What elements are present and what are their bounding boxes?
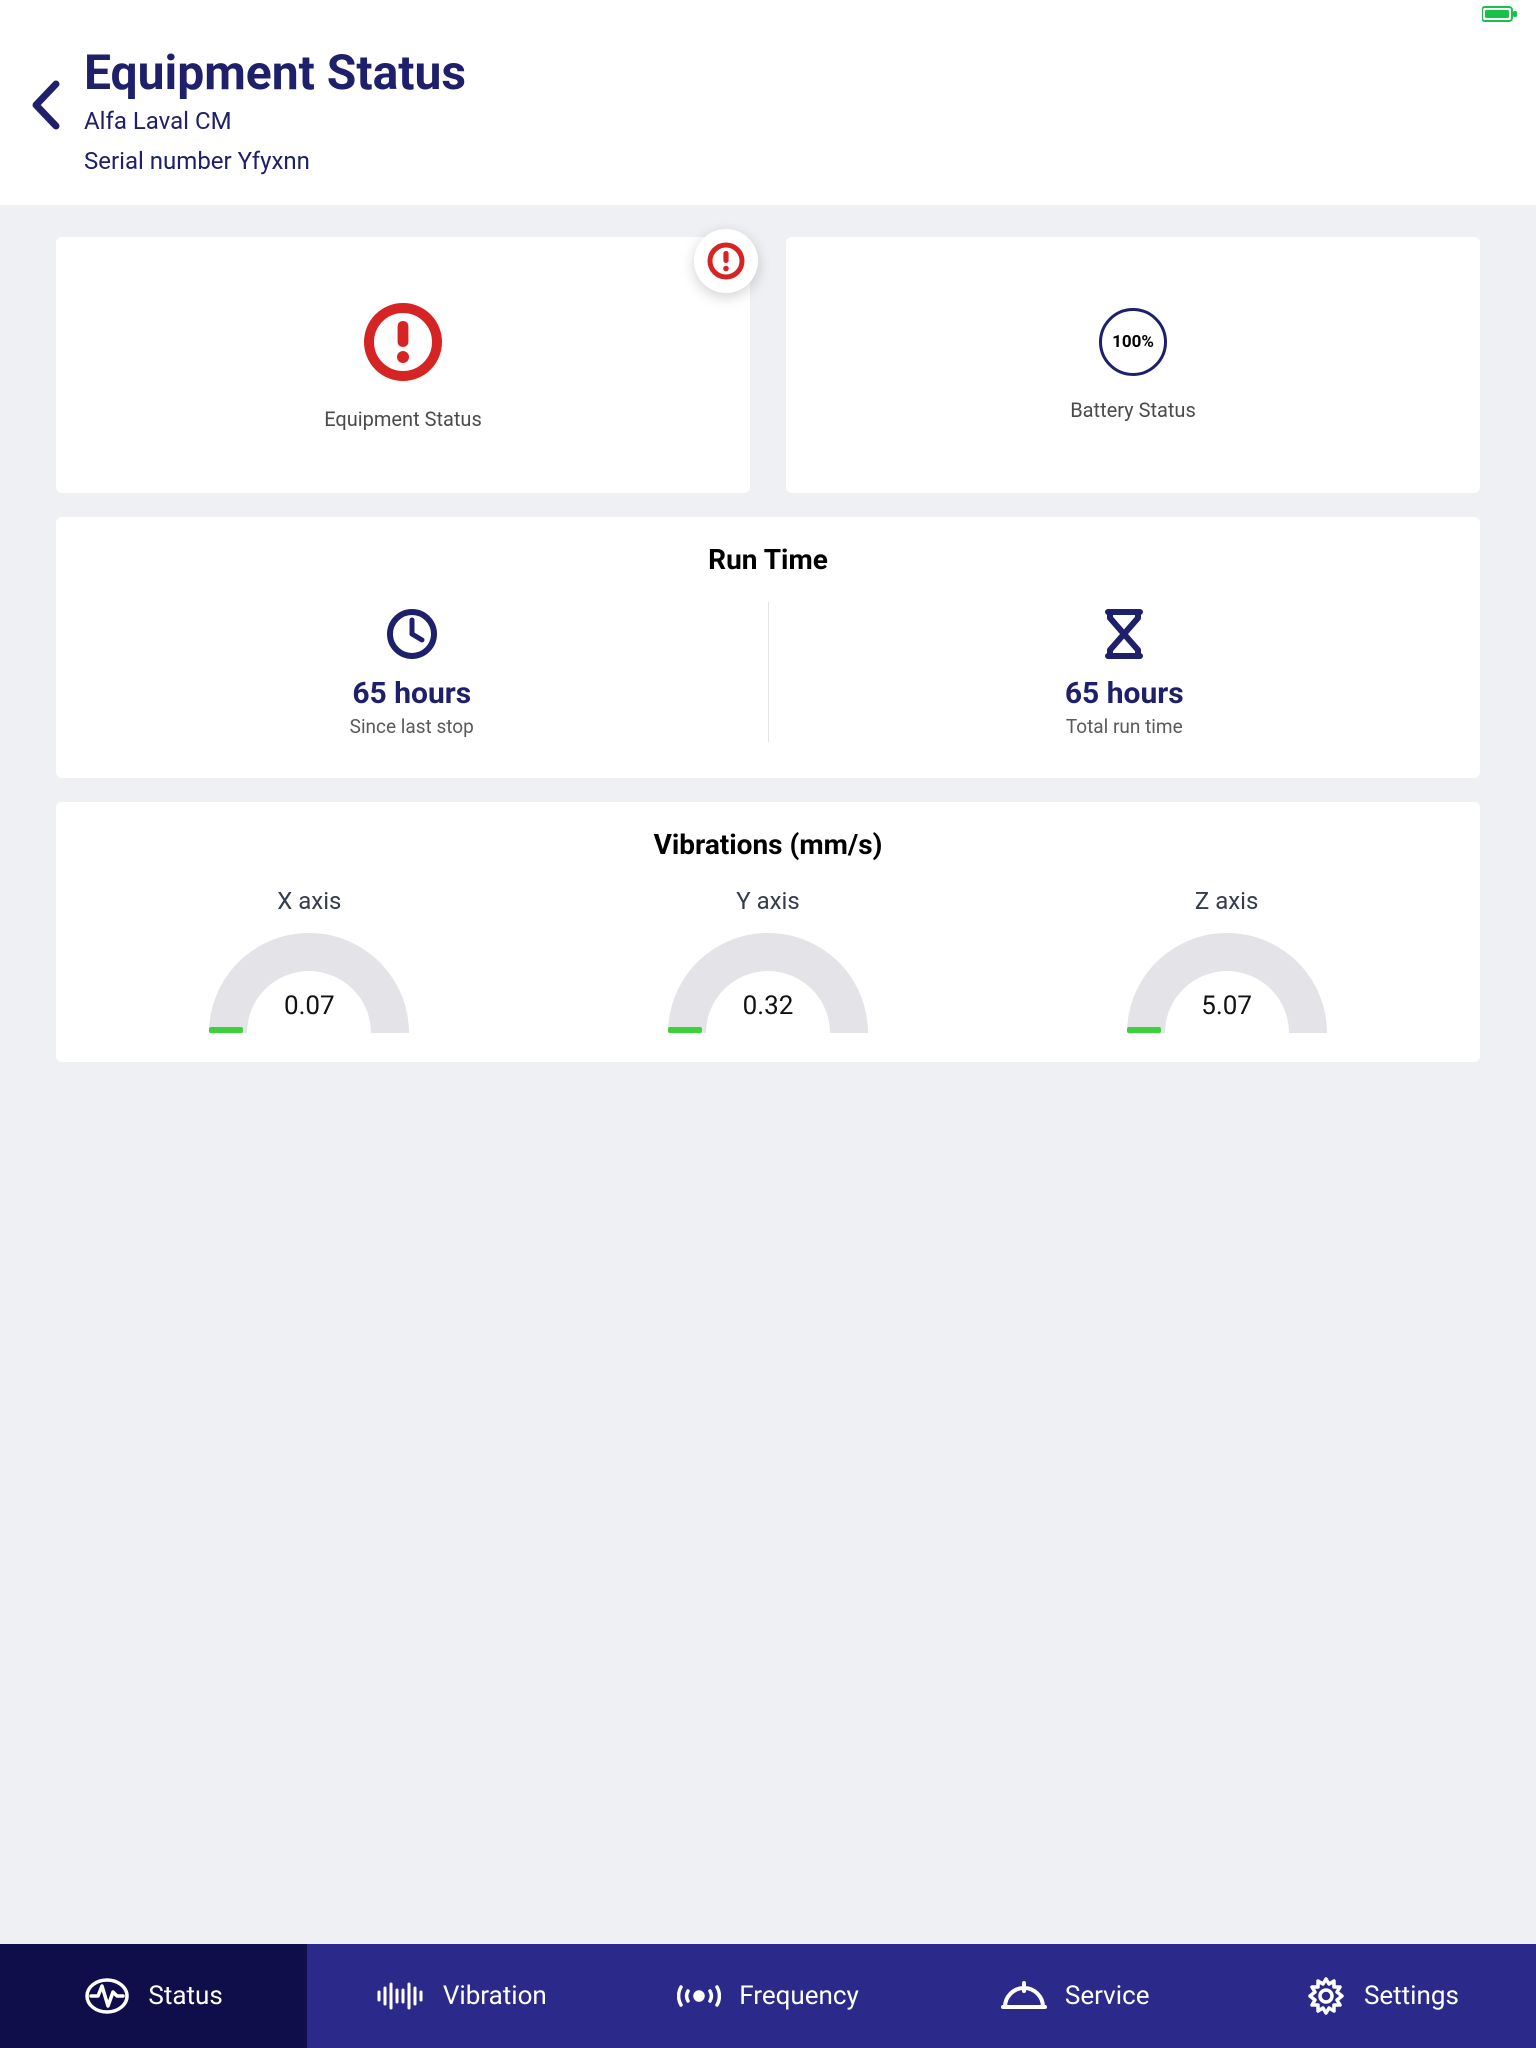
nav-status-label: Status — [148, 1981, 222, 2011]
header-titles: Equipment Status Alfa Laval CM Serial nu… — [84, 48, 466, 177]
battery-status-card[interactable]: 100% Battery Status — [786, 237, 1480, 493]
bottom-nav: Status Vibration — [0, 1944, 1536, 2048]
service-icon — [1001, 1979, 1047, 2013]
alert-icon — [360, 299, 446, 385]
content-area: Equipment Status 100% Battery Status Run… — [0, 205, 1536, 1944]
battery-ring-icon: 100% — [1099, 308, 1167, 376]
nav-settings-label: Settings — [1364, 1981, 1459, 2011]
vibration-z: Z axis 5.07 — [1127, 887, 1327, 1033]
runtime-since-stop: 65 hours Since last stop — [56, 606, 768, 738]
nav-settings[interactable]: Settings — [1229, 1944, 1536, 2048]
nav-vibration-label: Vibration — [443, 1981, 547, 2011]
battery-status-label: Battery Status — [1070, 398, 1196, 422]
battery-icon — [1482, 6, 1518, 26]
since-stop-value: 65 hours — [352, 676, 471, 711]
system-status-bar — [0, 0, 1536, 26]
y-axis-value: 0.32 — [668, 991, 868, 1021]
total-runtime-value: 65 hours — [1065, 676, 1184, 711]
z-axis-label: Z axis — [1195, 887, 1259, 915]
page-title: Equipment Status — [84, 48, 466, 98]
nav-frequency-label: Frequency — [739, 1981, 859, 2011]
alert-icon — [706, 241, 746, 281]
vibration-icon — [375, 1982, 425, 2010]
vibration-y: Y axis 0.32 — [668, 887, 868, 1033]
since-stop-label: Since last stop — [350, 715, 474, 738]
nav-service-label: Service — [1065, 1981, 1150, 2011]
x-axis-value: 0.07 — [209, 991, 409, 1021]
vibration-x: X axis 0.07 — [209, 887, 409, 1033]
page-header: Equipment Status Alfa Laval CM Serial nu… — [0, 26, 1536, 205]
runtime-title: Run Time — [56, 543, 1480, 576]
vibrations-card: Vibrations (mm/s) X axis 0.07 Y axis 0.3… — [56, 802, 1480, 1062]
x-axis-label: X axis — [277, 887, 341, 915]
nav-status[interactable]: Status — [0, 1944, 307, 2048]
nav-service[interactable]: Service — [922, 1944, 1229, 2048]
nav-vibration[interactable]: Vibration — [307, 1944, 614, 2048]
device-name: Alfa Laval CM — [84, 106, 466, 137]
y-axis-label: Y axis — [736, 887, 800, 915]
settings-icon — [1306, 1976, 1346, 2016]
z-axis-gauge: 5.07 — [1127, 933, 1327, 1033]
hourglass-icon — [1100, 606, 1148, 662]
equipment-status-label: Equipment Status — [324, 407, 482, 431]
alert-badge — [694, 229, 758, 293]
z-axis-value: 5.07 — [1127, 991, 1327, 1021]
total-runtime-label: Total run time — [1066, 715, 1183, 738]
battery-percent: 100% — [1112, 332, 1154, 352]
back-button[interactable] — [28, 78, 62, 136]
nav-frequency[interactable]: Frequency — [614, 1944, 921, 2048]
status-icon — [84, 1976, 130, 2016]
frequency-icon — [677, 1979, 721, 2013]
runtime-total: 65 hours Total run time — [769, 606, 1481, 738]
vibrations-title: Vibrations (mm/s) — [56, 828, 1480, 861]
equipment-status-card[interactable]: Equipment Status — [56, 237, 750, 493]
clock-icon — [384, 606, 440, 662]
y-axis-gauge: 0.32 — [668, 933, 868, 1033]
x-axis-gauge: 0.07 — [209, 933, 409, 1033]
runtime-card: Run Time 65 hours Since last stop 65 hou… — [56, 517, 1480, 778]
serial-number: Serial number Yfyxnn — [84, 146, 466, 177]
